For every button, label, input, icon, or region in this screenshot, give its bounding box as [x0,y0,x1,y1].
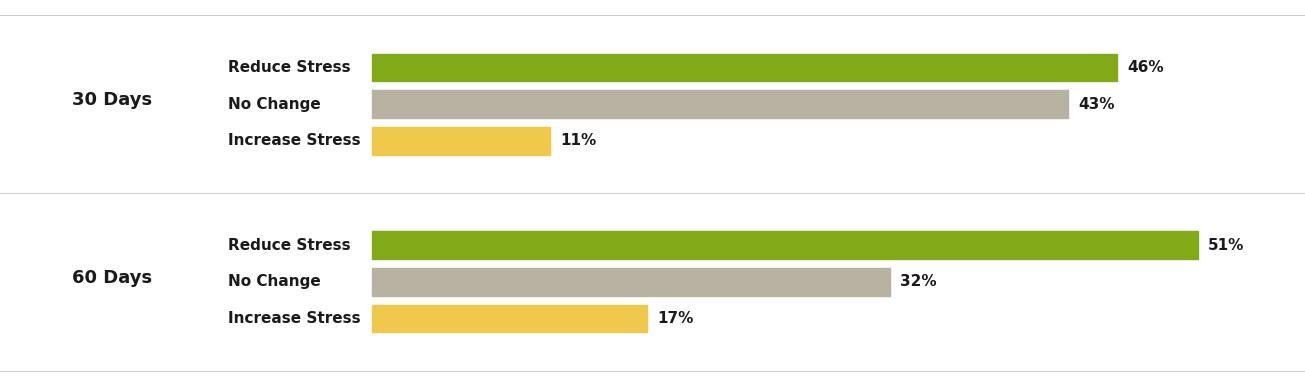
Bar [372,268,890,296]
Text: Increase Stress: Increase Stress [228,311,361,326]
Bar [372,305,647,332]
Text: 11%: 11% [560,134,596,148]
Text: Increase Stress: Increase Stress [228,134,361,148]
Bar [372,54,1117,81]
Text: Reduce Stress: Reduce Stress [228,238,351,252]
Text: No Change: No Change [228,97,321,112]
Text: 30 Days: 30 Days [72,91,151,109]
Bar [372,231,1198,259]
Text: No Change: No Change [228,274,321,289]
Text: 17%: 17% [658,311,694,326]
Bar [372,127,549,155]
Text: Reduce Stress: Reduce Stress [228,60,351,75]
Text: 46%: 46% [1128,60,1164,75]
Bar [372,90,1069,118]
Text: 32%: 32% [900,274,937,289]
Text: 43%: 43% [1079,97,1114,112]
Text: 60 Days: 60 Days [72,269,151,287]
Text: 51%: 51% [1208,238,1245,252]
